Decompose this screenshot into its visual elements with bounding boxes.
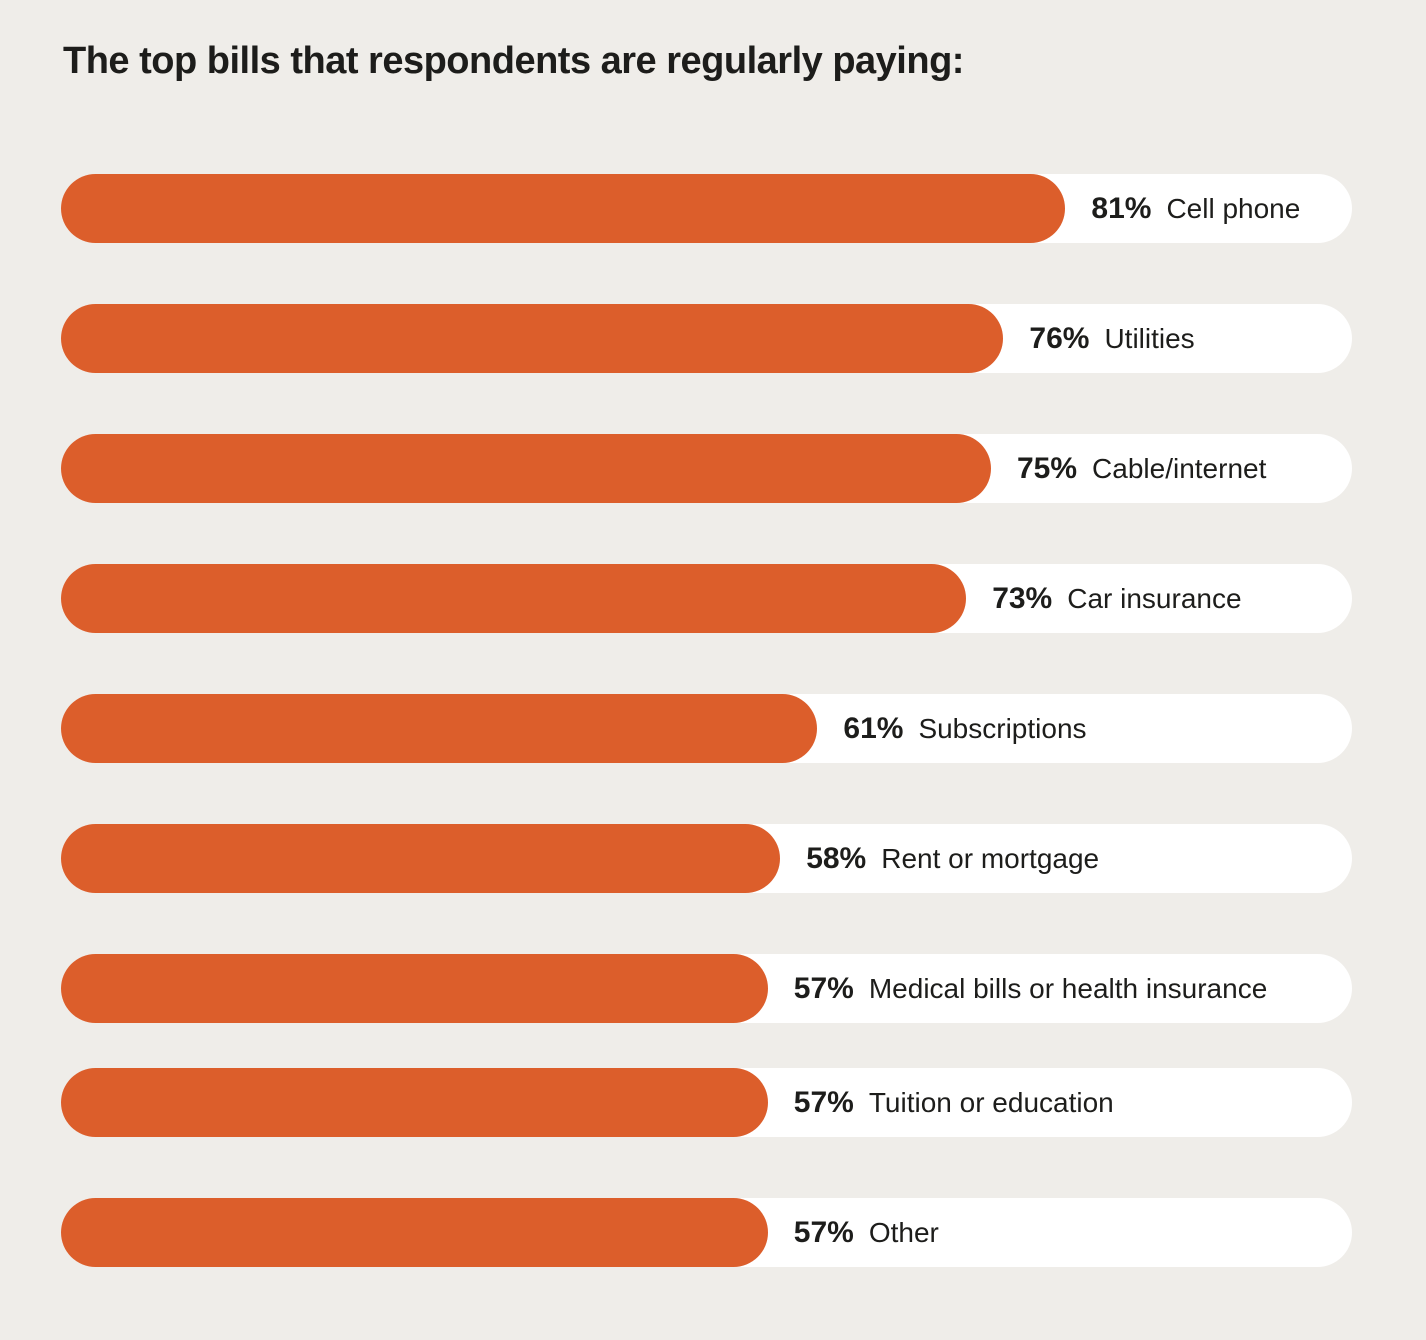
bar-value: 61% <box>843 711 904 745</box>
bar-value: 73% <box>992 581 1053 615</box>
bar-category: Cable/internet <box>1092 452 1267 484</box>
bar-label-group: 57% Medical bills or health insurance <box>794 954 1267 1023</box>
bar-value: 57% <box>793 1085 854 1119</box>
bar-row: 75% Cable/internet <box>61 434 1352 503</box>
bar-row: 81% Cell phone <box>61 174 1352 243</box>
bar-fill <box>61 434 991 503</box>
bar-fill <box>61 174 1066 243</box>
bar-category: Car insurance <box>1067 582 1242 614</box>
bar-category: Utilities <box>1104 322 1195 354</box>
bar-value: 57% <box>793 971 854 1005</box>
bar-row: 58% Rent or mortgage <box>61 824 1352 893</box>
bar-value: 75% <box>1017 451 1078 485</box>
bar-value: 57% <box>793 1215 854 1249</box>
bar-row: 57% Other <box>61 1198 1352 1267</box>
bar-label-group: 57% Tuition or education <box>794 1068 1114 1137</box>
bar-fill <box>61 304 1004 373</box>
bar-fill <box>61 564 967 633</box>
bar-value: 81% <box>1091 191 1152 225</box>
bar-fill <box>61 1198 768 1267</box>
bar-label-group: 75% Cable/internet <box>1017 434 1266 503</box>
bar-category: Cell phone <box>1166 192 1301 224</box>
bar-value: 76% <box>1029 321 1090 355</box>
bar-category: Subscriptions <box>918 712 1087 744</box>
bar-row: 57% Medical bills or health insurance <box>61 954 1352 1023</box>
bar-label-group: 81% Cell phone <box>1091 174 1300 243</box>
bar-row: 76% Utilities <box>61 304 1352 373</box>
bar-label-group: 58% Rent or mortgage <box>806 824 1099 893</box>
bar-value: 58% <box>806 841 867 875</box>
bar-row: 61% Subscriptions <box>61 694 1352 763</box>
bar-row: 57% Tuition or education <box>61 1068 1352 1137</box>
bar-category: Rent or mortgage <box>881 842 1100 874</box>
bar-fill <box>61 694 818 763</box>
bar-rows: 81% Cell phone 76% Utilities 75% Cable/i… <box>61 174 1352 1267</box>
bar-category: Medical bills or health insurance <box>868 972 1268 1004</box>
bar-label-group: 76% Utilities <box>1029 304 1194 373</box>
bar-fill <box>61 1068 768 1137</box>
bar-label-group: 73% Car insurance <box>992 564 1241 633</box>
bar-category: Other <box>868 1216 939 1248</box>
bar-fill <box>61 824 781 893</box>
bar-label-group: 61% Subscriptions <box>843 694 1086 763</box>
bar-category: Tuition or education <box>868 1086 1114 1118</box>
bar-fill <box>61 954 768 1023</box>
bar-row: 73% Car insurance <box>61 564 1352 633</box>
chart-title: The top bills that respondents are regul… <box>63 40 964 82</box>
bar-label-group: 57% Other <box>794 1198 939 1267</box>
